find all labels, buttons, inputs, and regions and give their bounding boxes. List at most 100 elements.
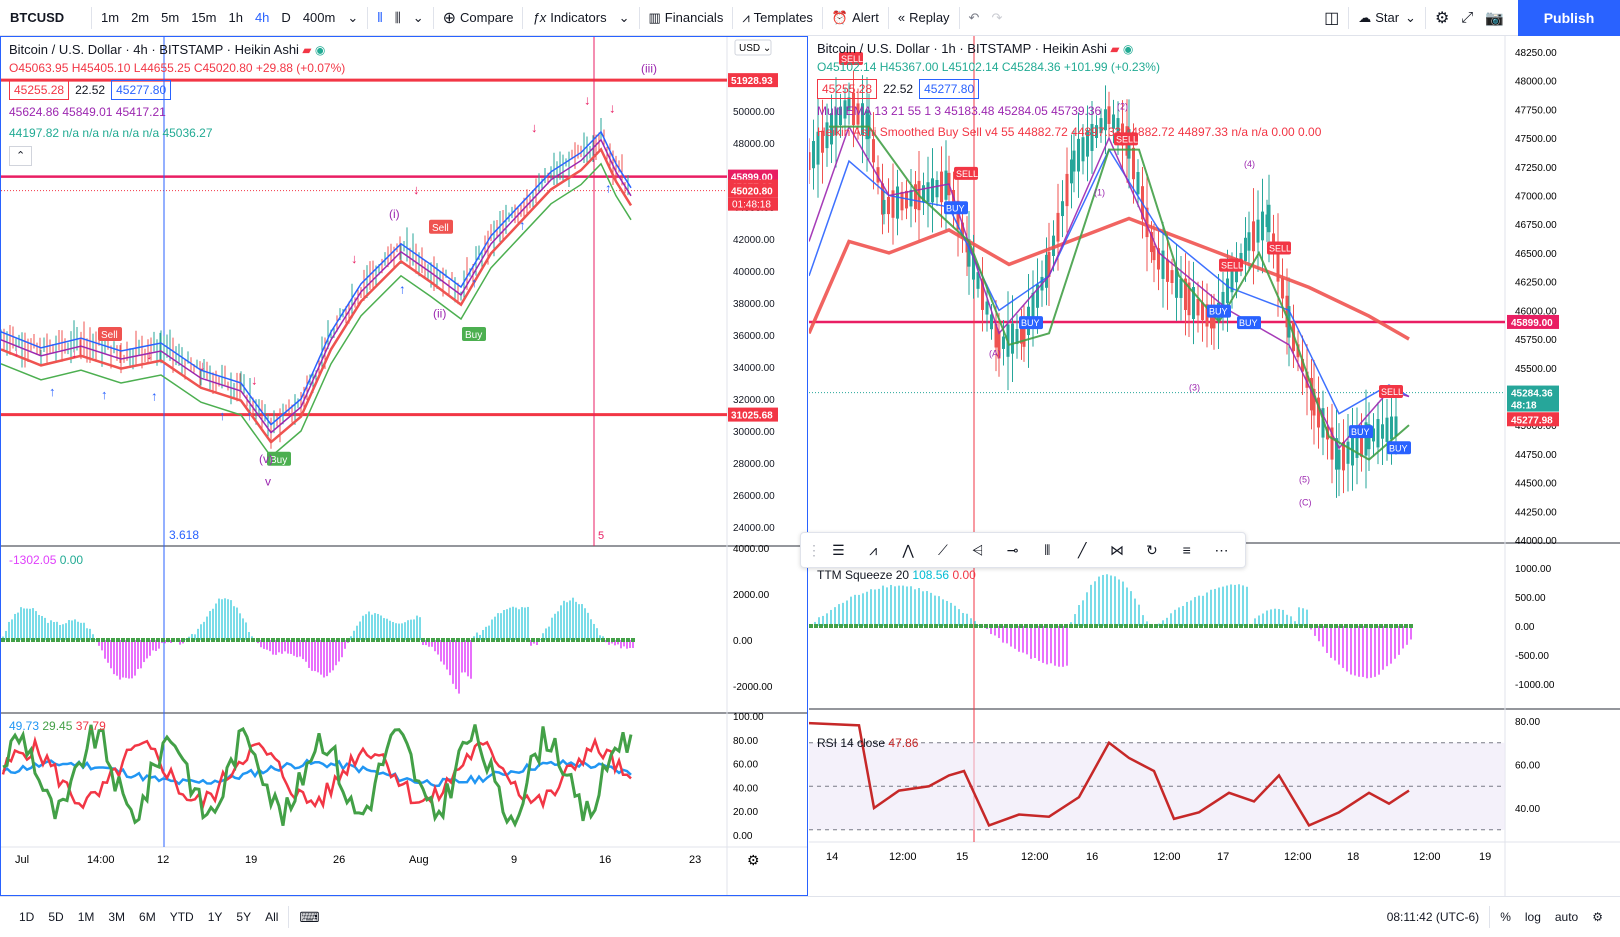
candle-body <box>856 103 860 125</box>
elliott-impulse-icon[interactable]: ⩘ <box>869 541 878 558</box>
candle-body <box>1099 118 1103 134</box>
interval-400m[interactable]: 400m <box>302 10 336 25</box>
interval-5m[interactable]: 5m <box>161 10 180 25</box>
vertical-lines-icon[interactable]: ⦀ <box>1044 541 1051 558</box>
price-tick-label: 47750.00 <box>1515 105 1557 116</box>
goto-date-icon[interactable]: ⌨ <box>299 908 320 925</box>
candle-body <box>994 323 998 348</box>
publish-button[interactable]: Publish <box>1518 0 1620 36</box>
alert-button[interactable]: ⏰ Alert <box>826 0 885 36</box>
candle-body <box>1281 278 1284 299</box>
right-chart-pane[interactable]: 48250.00 48000.00 47750.00 47500.00 47250.00… <box>807 36 1620 896</box>
bid-button[interactable]: 45255.28 <box>9 80 70 100</box>
elliott-correction-icon[interactable]: ⋀ <box>902 541 914 558</box>
signal-label: Sell <box>432 223 449 234</box>
candle-body <box>1244 237 1247 262</box>
settings-gear-icon[interactable]: ⚙ <box>1434 9 1450 27</box>
bar-style-icon[interactable]: ⫴ <box>377 9 383 25</box>
range-5d[interactable]: 5D <box>48 910 64 924</box>
left-symbol-title[interactable]: Bitcoin / U.S. Dollar · 4h · BITSTAMP · … <box>9 42 299 57</box>
trend-line-icon[interactable]: ╱ <box>1077 541 1087 558</box>
bottom-toolbar: 1D 5D 1M 3M 6M YTD 1Y 5Y All ⌨ 08:11:42 … <box>0 896 1620 937</box>
replay-button[interactable]: «Replay <box>892 0 956 36</box>
candle-body <box>1212 315 1216 329</box>
clock-label[interactable]: 08:11:42 (UTC-6) <box>1386 910 1480 924</box>
more-options-icon[interactable]: ⋯ <box>1214 541 1229 558</box>
elliott-wave-label: (2) <box>1117 101 1128 111</box>
fullscreen-icon[interactable]: ⤢ <box>1461 9 1474 26</box>
candle-body <box>1065 173 1069 207</box>
price-tick-label: 40000.00 <box>733 267 775 278</box>
fib-icon[interactable]: ⩤ <box>972 541 984 558</box>
top-toolbar: BTCUSD 1m 2m 5m 15m 1h 4h D 400m ⌄ ⫴ ⫼ ⌄… <box>0 0 1620 36</box>
left-chart-pane[interactable]: 50000.0048000.0046000.0044000.0042000.00… <box>0 36 808 896</box>
interval-1m[interactable]: 1m <box>101 10 120 25</box>
indicators-button[interactable]: ƒx Indicators <box>526 0 612 36</box>
signal-label: BUY <box>946 203 965 213</box>
candle-body <box>967 239 971 267</box>
range-ytd[interactable]: YTD <box>169 910 194 924</box>
financials-button[interactable]: ▥ Financials <box>643 0 730 36</box>
candle-body <box>812 141 815 169</box>
candles-icon[interactable]: ⫼ <box>394 9 401 25</box>
range-all[interactable]: All <box>265 910 279 924</box>
cycle-icon[interactable]: ↻ <box>1146 541 1158 558</box>
auto-scale-toggle[interactable]: auto <box>1554 910 1579 924</box>
candle-body <box>821 130 824 153</box>
signal-label: SELL <box>1381 387 1403 397</box>
price-level-label: 45284.36 <box>1511 389 1553 400</box>
interval-15m[interactable]: 15m <box>191 10 217 25</box>
range-1y[interactable]: 1Y <box>207 910 223 924</box>
right-chart-canvas[interactable]: 48250.00 48000.00 47750.00 47500.00 47250.00… <box>807 36 1620 896</box>
range-1m[interactable]: 1M <box>77 910 95 924</box>
range-5y[interactable]: 5Y <box>236 910 252 924</box>
undo-icon[interactable]: ↶ <box>968 9 980 25</box>
interval-dropdown-icon[interactable]: ⌄ <box>347 9 359 25</box>
ask-button[interactable]: 45277.80 <box>919 79 980 99</box>
layout-name-button[interactable]: ☁ Star ⌄ <box>1352 0 1422 36</box>
interval-d[interactable]: D <box>281 10 291 25</box>
camera-icon[interactable]: 📷 <box>1485 9 1504 27</box>
chart-type-dropdown-icon[interactable]: ⌄ <box>412 9 424 25</box>
candle-body <box>981 278 984 310</box>
horizontal-lines-icon[interactable]: ☰ <box>832 541 845 558</box>
chart-settings-icon[interactable]: ⚙ <box>1592 910 1603 924</box>
pattern-icon[interactable]: ⋈ <box>1110 541 1125 558</box>
right-symbol-title[interactable]: Bitcoin / U.S. Dollar · 1h · BITSTAMP · … <box>817 41 1107 56</box>
bar-chart-icon: ▥ <box>648 9 661 25</box>
range-3m[interactable]: 3M <box>108 910 126 924</box>
settings-sliders-icon[interactable]: ≡ <box>1182 542 1191 558</box>
ask-button[interactable]: 45277.80 <box>111 80 172 100</box>
rsi-tick-label: 40.00 <box>733 783 758 794</box>
drag-handle-icon[interactable]: ⋮ <box>807 541 821 558</box>
chevron-down-icon: ⌄ <box>1405 9 1416 25</box>
interval-2m[interactable]: 2m <box>131 10 150 25</box>
ttm-legend: TTM Squeeze 20 108.56 0.00 <box>817 566 976 584</box>
rsi-tick-label: 20.00 <box>733 807 758 818</box>
templates-button[interactable]: ⩘ Templates <box>736 0 819 36</box>
path-icon[interactable]: ⟋ <box>937 541 948 558</box>
interval-1h[interactable]: 1h <box>228 10 243 25</box>
ha-smoothed-legend: Heikin Ashi Smoothed Buy Sell v4 55 4488… <box>817 125 1322 139</box>
left-chart-canvas[interactable]: 50000.0048000.0046000.0044000.0042000.00… <box>0 37 807 895</box>
log-scale-toggle[interactable]: log <box>1524 910 1541 924</box>
ttm-value-2: 0.00 <box>952 568 976 582</box>
candle-body <box>1081 137 1085 162</box>
range-6m[interactable]: 6M <box>139 910 156 924</box>
left-indicator-line-2: 45624.86 45849.01 45417.21 <box>9 103 345 121</box>
left-indicator-values-2: 45624.86 45849.01 45417.21 <box>9 105 166 119</box>
compare-button[interactable]: ⊕ Compare <box>437 0 520 36</box>
redo-icon[interactable]: ↷ <box>991 9 1003 25</box>
interval-4h[interactable]: 4h <box>254 10 270 25</box>
collapse-legend-icon[interactable]: ⌃ <box>9 146 33 166</box>
percent-scale-toggle[interactable]: % <box>1500 910 1511 924</box>
signal-label: BUY <box>1209 307 1228 317</box>
range-1d[interactable]: 1D <box>19 910 35 924</box>
horizontal-ray-icon[interactable]: ⊸ <box>1006 541 1019 558</box>
symbol-search[interactable]: BTCUSD <box>10 10 65 25</box>
rsi-tick-label: 40.00 <box>1515 804 1540 815</box>
bid-button[interactable]: 45255.28 <box>817 79 878 99</box>
indicators-dropdown-icon[interactable]: ⌄ <box>618 9 630 25</box>
currency-tag <box>734 39 772 56</box>
layout-icon[interactable]: ◫ <box>1324 9 1340 27</box>
